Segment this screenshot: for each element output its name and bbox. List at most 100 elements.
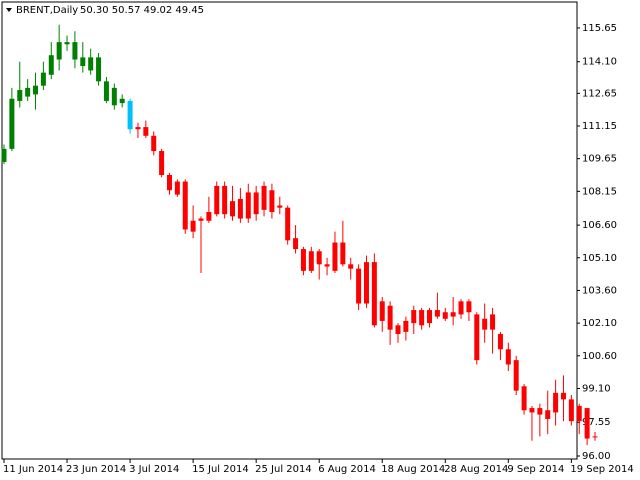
candle-body [442,312,448,319]
x-tick-label: 3 Jul 2014 [129,464,179,475]
candle-body [72,42,78,60]
candle-body [88,57,94,71]
candle-body [450,312,456,317]
candle-body [1,148,7,162]
y-tick-label: 108.15 [582,186,617,197]
candle-body [96,57,102,82]
candle-body [466,301,472,313]
chart-title: BRENT,Daily [16,5,78,16]
candle-body [40,72,46,86]
candle-body [253,192,259,215]
candle-body [300,249,306,271]
x-tick-label: 9 Sep 2014 [507,464,564,475]
candle-body [371,262,377,326]
candle-body [568,399,574,422]
menu-arrow [6,8,12,12]
candle-body [490,314,496,330]
y-tick-label: 115.65 [582,23,617,34]
candle-body [553,392,559,413]
y-tick-label: 100.60 [582,351,617,362]
candle-body [576,405,582,422]
candle-body [395,325,401,335]
candle-body [316,251,322,265]
candle-body [308,251,314,271]
candle-body [25,87,31,97]
candle-body [261,185,267,210]
candle-body [143,127,149,136]
candle-body [166,174,172,191]
candle-body [584,408,590,439]
candle-body [111,87,117,106]
x-tick-label: 25 Jul 2014 [255,464,312,475]
x-tick-label: 6 Aug 2014 [318,464,376,475]
candle-body [324,264,330,267]
candle-body [427,310,433,324]
candle-body [127,100,133,130]
candle-body [521,386,527,411]
candle-body [529,408,535,413]
candle-body [206,212,212,221]
candle-body [285,207,291,241]
candle-body [9,98,15,149]
y-tick-label: 103.60 [582,285,617,296]
y-tick-label: 99.10 [582,383,611,394]
candle-body [33,85,39,95]
candle-body [560,392,566,400]
candle-body [119,98,125,104]
candle-body [135,127,141,130]
candle-body [403,320,409,332]
x-tick-label: 28 Aug 2014 [444,464,508,475]
candle-body [497,334,503,350]
candle-body [356,268,362,304]
candle-body [245,192,251,219]
y-tick-label: 111.15 [582,121,617,132]
candle-body [411,310,417,324]
y-tick-label: 105.10 [582,253,617,264]
candle-body [17,90,23,101]
x-tick-label: 19 Sep 2014 [570,464,633,475]
y-tick-label: 112.65 [582,88,617,99]
x-tick-label: 18 Aug 2014 [381,464,445,475]
candle-body [458,301,464,315]
candle-body [222,185,228,215]
y-tick-label: 114.10 [582,57,617,68]
x-tick-label: 23 Jun 2014 [66,464,126,475]
candle-body [379,301,385,321]
candle-body [592,436,598,438]
candle-body [174,181,180,195]
candle-body [293,238,299,250]
candle-body [277,205,283,208]
candle-body [182,181,188,230]
candle-body [505,349,511,365]
candle-body [332,242,338,271]
candle-body [340,242,346,265]
candle-body [80,57,86,67]
candle-body [419,310,425,326]
y-tick-label: 106.60 [582,220,617,231]
chart-subtitle: 50.30 50.57 49.02 49.45 [80,5,204,16]
candle-body [159,151,165,175]
candle-body [363,262,369,304]
x-tick-label: 15 Jul 2014 [192,464,249,475]
candle-body [545,410,551,419]
candle-body [237,198,243,219]
candle-body [151,135,157,152]
candle-body [48,55,54,75]
candle-body [56,42,62,60]
candle-body [474,314,480,361]
candle-body [269,190,275,213]
candle-body [482,318,488,330]
candle-body [190,220,196,232]
candle-body [103,81,109,101]
candle-body [434,310,440,317]
candle-body [387,305,393,330]
candle-body [513,360,519,391]
y-tick-label: 97.55 [582,417,611,428]
x-tick-label: 11 Jun 2014 [3,464,63,475]
y-tick-label: 102.10 [582,318,617,329]
y-tick-label: 109.65 [582,154,617,165]
candle-body [198,218,204,221]
candle-body [230,201,236,217]
candle-body [348,264,354,269]
